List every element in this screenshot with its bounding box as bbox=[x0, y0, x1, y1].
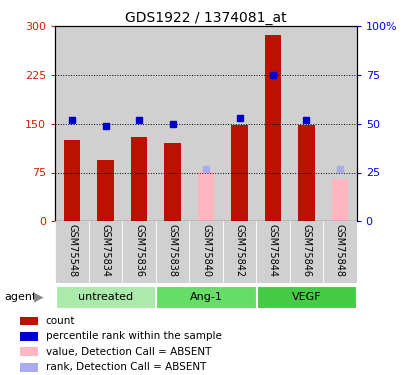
Title: GDS1922 / 1374081_at: GDS1922 / 1374081_at bbox=[125, 11, 286, 25]
Text: GSM75548: GSM75548 bbox=[67, 224, 77, 278]
Bar bbox=[155, 26, 189, 221]
Bar bbox=[155, 221, 189, 283]
Bar bbox=[89, 26, 122, 221]
Bar bbox=[97, 159, 114, 221]
Bar bbox=[264, 35, 281, 221]
Bar bbox=[222, 26, 256, 221]
Bar bbox=[322, 26, 356, 221]
Text: GSM75844: GSM75844 bbox=[267, 224, 277, 278]
Bar bbox=[256, 221, 289, 283]
Bar bbox=[297, 125, 314, 221]
Bar bbox=[20, 316, 38, 325]
Bar bbox=[331, 179, 348, 221]
Text: untreated: untreated bbox=[78, 292, 133, 302]
Bar bbox=[156, 286, 255, 308]
Bar bbox=[289, 221, 322, 283]
Text: value, Detection Call = ABSENT: value, Detection Call = ABSENT bbox=[45, 347, 211, 357]
Bar bbox=[55, 26, 89, 221]
Bar bbox=[256, 286, 355, 308]
Bar bbox=[122, 221, 155, 283]
Bar bbox=[122, 26, 155, 221]
Bar bbox=[55, 221, 89, 283]
Bar bbox=[189, 221, 222, 283]
Bar bbox=[164, 143, 180, 221]
Text: percentile rank within the sample: percentile rank within the sample bbox=[45, 332, 221, 341]
Text: GSM75838: GSM75838 bbox=[167, 224, 177, 278]
Bar bbox=[130, 137, 147, 221]
Bar bbox=[289, 26, 322, 221]
Text: GSM75842: GSM75842 bbox=[234, 224, 244, 278]
Text: GSM75848: GSM75848 bbox=[334, 224, 344, 278]
Text: GSM75834: GSM75834 bbox=[100, 224, 110, 278]
Bar bbox=[322, 221, 356, 283]
Bar bbox=[189, 26, 222, 221]
Text: ▶: ▶ bbox=[34, 291, 44, 304]
Bar bbox=[20, 348, 38, 356]
Bar bbox=[89, 221, 122, 283]
Bar bbox=[63, 140, 80, 221]
Text: rank, Detection Call = ABSENT: rank, Detection Call = ABSENT bbox=[45, 362, 205, 372]
Text: count: count bbox=[45, 316, 75, 326]
Text: Ang-1: Ang-1 bbox=[189, 292, 222, 302]
Bar bbox=[231, 125, 247, 221]
Bar bbox=[197, 171, 214, 221]
Text: VEGF: VEGF bbox=[291, 292, 321, 302]
Bar bbox=[222, 221, 256, 283]
Text: agent: agent bbox=[4, 292, 36, 302]
Text: GSM75840: GSM75840 bbox=[200, 224, 211, 278]
Bar bbox=[56, 286, 155, 308]
Bar bbox=[20, 363, 38, 372]
Bar bbox=[256, 26, 289, 221]
Bar bbox=[20, 332, 38, 340]
Text: GSM75846: GSM75846 bbox=[301, 224, 311, 278]
Text: GSM75836: GSM75836 bbox=[134, 224, 144, 278]
